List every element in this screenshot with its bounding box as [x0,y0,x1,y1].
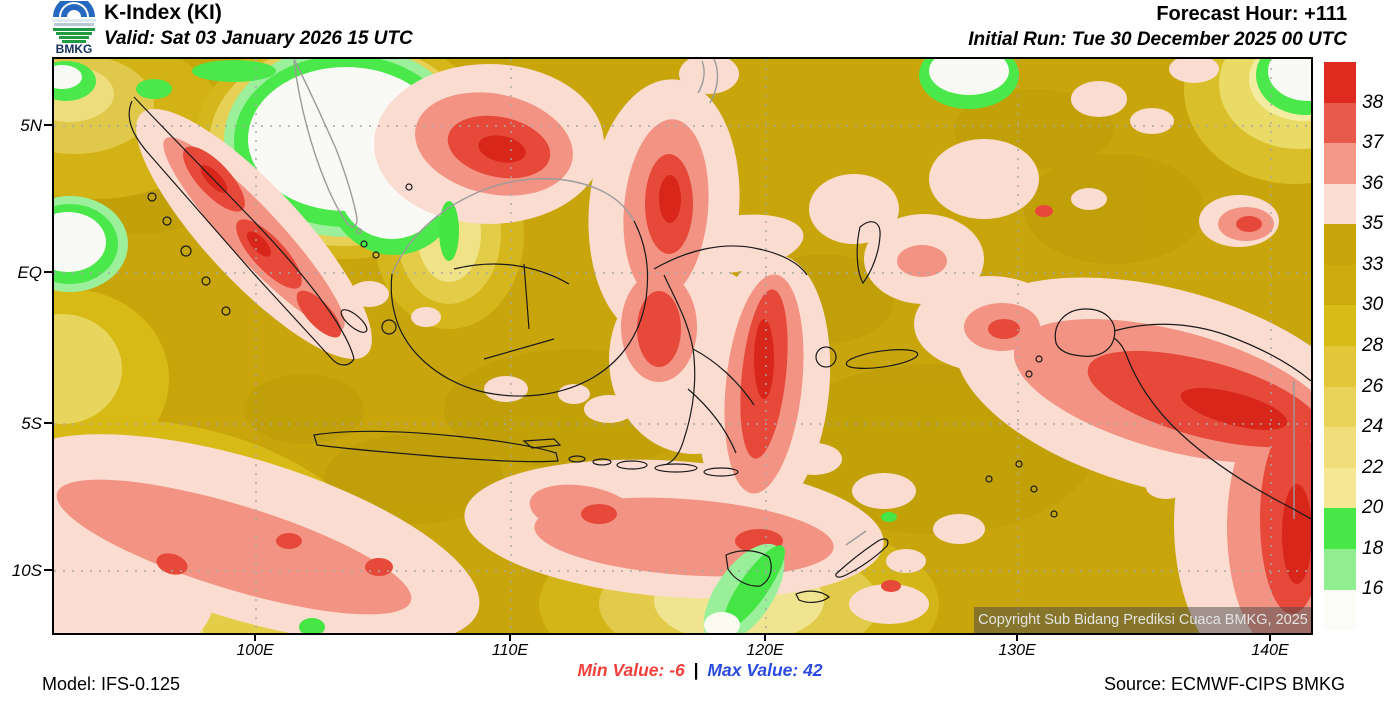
graticule [54,59,1311,633]
y-tick-eq [44,271,52,273]
legend-labels: 38 37 36 35 33 30 28 26 24 22 20 18 16 [1362,62,1400,630]
legend-color-block [1324,548,1356,590]
legend-value-label: 22 [1362,456,1384,478]
x-axis-label-120e: 120E [746,642,784,659]
y-tick-10s [44,569,52,571]
y-tick-5s [44,422,52,424]
x-tick-110e [509,633,511,641]
legend-value-label: 38 [1362,91,1384,113]
min-value: -6 [664,660,685,680]
legend-value-label: 24 [1362,416,1384,438]
initial-run-label: Initial Run: Tue 30 December 2025 00 UTC [968,29,1347,50]
legend-color-block [1324,427,1356,468]
page-title: K-Index (KI) [104,1,222,24]
y-axis-label-5s: 5S [21,414,42,433]
valid-time-label: Valid: Sat 03 January 2026 15 UTC [104,28,413,49]
coastlines-black [128,96,1311,603]
x-tick-140e [1269,633,1271,641]
legend-value-label: 35 [1362,213,1384,235]
legend-color-block [1324,386,1356,428]
legend-value-label: 16 [1362,578,1384,600]
bmkg-logo-graphic: BMKG [52,0,96,56]
legend-value-label: 28 [1362,335,1384,356]
max-value-label: Max Value: [707,660,799,680]
x-axis-label-100e: 100E [236,642,274,659]
model-label: Model: IFS-0.125 [42,674,181,694]
x-tick-100e [254,633,256,641]
coastlines-gray [293,59,1295,546]
x-axis-label-130e: 130E [998,642,1036,659]
legend-color-block [1324,305,1356,347]
legend-color-block [1324,143,1356,184]
legend-color-block [1324,508,1356,549]
legend-color-block [1324,102,1356,144]
legend-value-label: 33 [1362,253,1384,275]
legend-value-label: 26 [1362,375,1384,397]
y-tick-5n [44,124,52,126]
legend-color-block [1324,62,1356,103]
green-spots [299,201,897,633]
x-axis-label-110e: 110E [491,642,529,659]
legend-color-block [1324,224,1356,265]
legend-value-label: 36 [1362,172,1384,194]
forecast-hour-label: Forecast Hour: +111 [1156,3,1347,25]
legend-value-label: 30 [1362,294,1384,316]
y-axis-label-10s: 10S [11,561,42,580]
weather-map-canvas [54,59,1311,633]
y-axis-label-5n: 5N [20,116,42,135]
max-value: 42 [798,660,823,680]
x-tick-120e [764,633,766,641]
source-label: Source: ECMWF-CIPS BMKG [1103,674,1345,694]
bmkg-logo-text: BMKG [56,42,93,55]
legend-value-label: 20 [1362,497,1384,519]
x-axis-label-140e: 140E [1251,642,1289,659]
legend-color-block [1324,264,1356,306]
legend-color-block [1324,346,1356,387]
legend-value-label: 37 [1362,132,1384,154]
minmax-separator: | [693,660,699,680]
legend-color-block [1324,467,1356,509]
legend-value-label: 18 [1362,537,1384,559]
x-tick-130e [1016,633,1018,641]
minmax-line: Min Value: -6 | Max Value: 42 [0,660,1400,681]
legend-bar [1324,62,1356,631]
y-axis-label-eq: EQ [17,263,42,282]
weather-map: Copyright Sub Bidang Prediksi Cuaca BMKG… [52,57,1313,635]
bmkg-logo: BMKG [45,0,103,56]
min-value-label: Min Value: [577,660,665,680]
legend-color-block [1324,183,1356,225]
legend-color-block [1324,589,1356,631]
map-copyright: Copyright Sub Bidang Prediksi Cuaca BMKG… [974,607,1311,633]
